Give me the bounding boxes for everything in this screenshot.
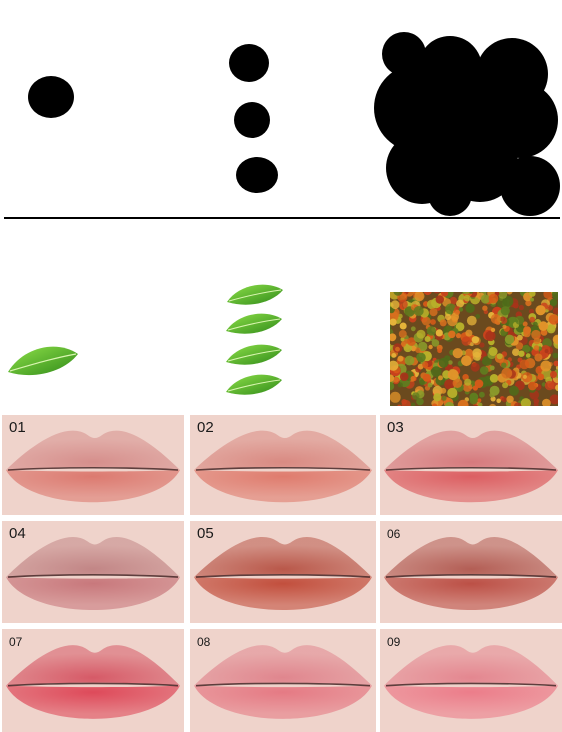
leaf-4 xyxy=(226,374,282,395)
lip-swatch-03: 03 xyxy=(380,415,562,515)
lip-swatch-09: 09 xyxy=(380,629,562,732)
single-leaf xyxy=(8,346,78,376)
swatch-number: 06 xyxy=(387,527,401,541)
lip-swatch-04: 04 xyxy=(2,521,184,623)
swatch-number: 02 xyxy=(197,419,214,436)
swatch-number: 07 xyxy=(9,635,23,649)
swatch-number: 09 xyxy=(387,635,401,649)
leaf-2 xyxy=(226,313,282,334)
swatch-number: 04 xyxy=(9,525,26,542)
lip-swatch-08: 08 xyxy=(190,629,376,732)
swatch-number: 01 xyxy=(9,419,26,436)
lip-swatch-01: 01 xyxy=(2,415,184,515)
lips-illustration xyxy=(384,536,558,610)
leaf-1 xyxy=(227,284,283,305)
swatch-number: 08 xyxy=(197,635,211,649)
lip-swatch-grid: 01 02 03 04 xyxy=(2,415,562,732)
swatch-number: 05 xyxy=(197,525,214,542)
lips-illustration xyxy=(6,536,180,610)
swatch-number: 03 xyxy=(387,419,404,436)
lip-swatch-05: 05 xyxy=(190,521,376,623)
lips-illustration xyxy=(6,645,180,719)
dot-1 xyxy=(229,44,269,82)
lips-illustration xyxy=(384,430,558,503)
dot-3 xyxy=(236,157,278,193)
dot-cluster xyxy=(374,32,560,216)
divider-line xyxy=(4,217,560,219)
lips-illustration xyxy=(384,645,558,719)
single-dot xyxy=(28,76,74,118)
lips-illustration xyxy=(194,536,372,610)
lip-swatch-07: 07 xyxy=(2,629,184,732)
lips-illustration xyxy=(6,430,180,503)
lip-swatch-02: 02 xyxy=(190,415,376,515)
lips-illustration xyxy=(194,645,372,719)
dot-2 xyxy=(234,102,270,138)
lips-illustration xyxy=(194,430,372,503)
lip-swatch-06: 06 xyxy=(380,521,562,623)
leaf-3 xyxy=(226,344,282,365)
forest-photo xyxy=(390,292,558,406)
